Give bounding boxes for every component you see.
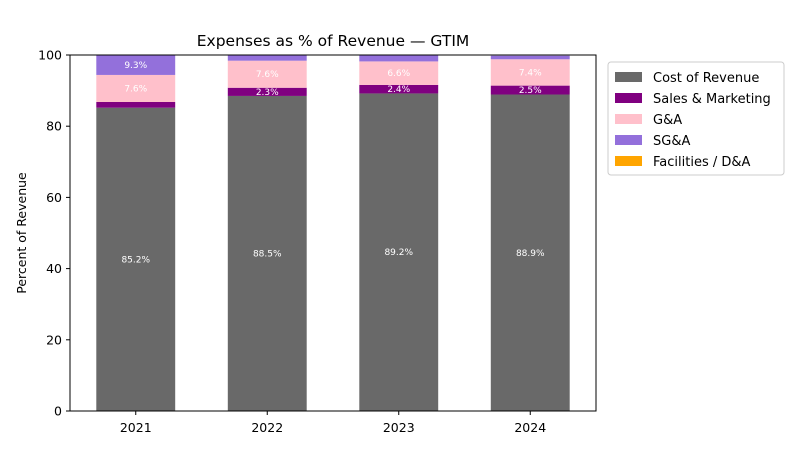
y-axis-ticks: 0 20 40 60 80 100 [38, 48, 70, 419]
legend-swatch [615, 135, 642, 145]
bar-value-label: 2.5% [519, 86, 542, 96]
legend-label: Facilities / D&A [653, 155, 751, 170]
bar-value-label: 9.3% [124, 61, 147, 71]
bar-value-label: 7.4% [519, 68, 542, 78]
legend-label: Cost of Revenue [653, 71, 759, 86]
legend-swatch [615, 93, 642, 103]
y-tick-label: 0 [54, 404, 62, 419]
bar-value-label: 6.6% [387, 69, 410, 79]
bar-segment [96, 101, 176, 108]
bar-value-label: 2.4% [387, 85, 410, 95]
x-tick-label: 2023 [383, 420, 415, 435]
bar-segment [359, 61, 439, 85]
bar-segment [227, 87, 307, 96]
legend-label: G&A [653, 113, 682, 128]
bar-segment [359, 55, 439, 62]
x-tick-label: 2022 [251, 420, 283, 435]
data-labels-layer: 85.2% 7.6% 9.3% 88.5% 2.3% 7.6% 89.2% 2.4% 6.6% 8… [121, 61, 545, 265]
y-tick-label: 40 [46, 261, 62, 276]
bar-segment [227, 95, 307, 411]
bar-segment [96, 55, 176, 75]
chart-title: Expenses as % of Revenue — GTIM [197, 32, 470, 50]
plot-frame [69, 54, 597, 412]
bar-value-label: 88.9% [516, 249, 545, 259]
bar-segment [490, 85, 570, 95]
bar-segment [490, 55, 570, 60]
bar-value-label: 89.2% [384, 248, 413, 258]
legend-swatch [615, 156, 642, 166]
bar-segment [227, 60, 307, 88]
y-tick-label: 20 [46, 332, 62, 347]
bar-segment [490, 94, 570, 412]
y-axis-title: Percent of Revenue [14, 172, 29, 294]
bar-value-label: 85.2% [121, 255, 150, 265]
bar-value-label: 2.3% [256, 88, 279, 98]
bar-segment [96, 107, 176, 411]
bars-layer [96, 55, 570, 412]
legend-label: SG&A [653, 134, 690, 149]
x-axis-ticks: 2021 2022 2023 2024 [120, 411, 546, 435]
y-tick-label: 80 [46, 119, 62, 134]
bar-segment [359, 84, 439, 94]
bar-segment [359, 93, 439, 411]
legend-label: Sales & Marketing [653, 92, 771, 107]
bar-value-label: 88.5% [253, 249, 282, 259]
x-tick-label: 2021 [120, 420, 152, 435]
bar-value-label: 7.6% [256, 70, 279, 80]
y-tick-label: 100 [38, 48, 62, 63]
bar-segment [227, 55, 307, 61]
legend-swatch [615, 114, 642, 124]
legend-box [607, 61, 785, 176]
y-tick-label: 60 [46, 190, 62, 205]
legend: Cost of Revenue Sales & Marketing G&A SG&A F… [607, 61, 785, 176]
bar-value-label: 7.6% [124, 84, 147, 94]
bar-segment [96, 74, 176, 102]
bar-segment [490, 59, 570, 86]
legend-swatch [615, 72, 642, 82]
x-tick-label: 2024 [514, 420, 546, 435]
